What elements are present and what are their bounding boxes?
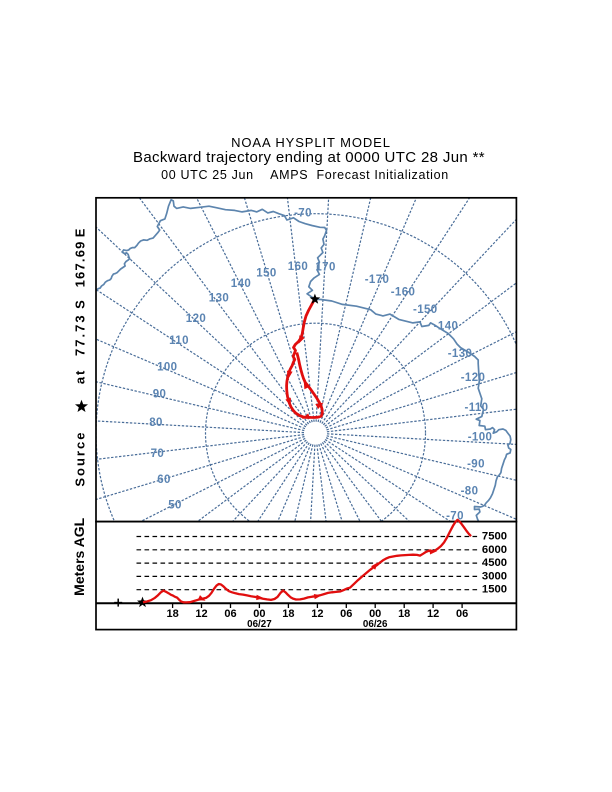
svg-text:80: 80 <box>149 417 163 429</box>
svg-text:1500: 1500 <box>482 584 507 596</box>
svg-text:06: 06 <box>224 608 236 620</box>
svg-text:90: 90 <box>153 389 167 401</box>
svg-text:-160: -160 <box>391 287 416 299</box>
svg-text:NOAA HYSPLIT MODEL: NOAA HYSPLIT MODEL <box>231 135 391 150</box>
svg-text:18: 18 <box>398 608 410 620</box>
svg-text:140: 140 <box>231 278 251 290</box>
svg-text:160: 160 <box>288 261 308 273</box>
svg-text:-110: -110 <box>465 402 489 414</box>
svg-text:00: 00 <box>253 608 265 620</box>
svg-text:S: S <box>73 300 88 309</box>
svg-text:Backward trajectory ending at: Backward trajectory ending at 0000 UTC 2… <box>133 149 485 166</box>
svg-text:-170: -170 <box>365 274 390 286</box>
svg-text:-70: -70 <box>294 208 312 220</box>
svg-text:06/26: 06/26 <box>363 619 388 630</box>
svg-text:12: 12 <box>195 608 207 620</box>
svg-text:150: 150 <box>256 268 276 280</box>
svg-text:18: 18 <box>282 608 294 620</box>
svg-text:130: 130 <box>209 293 229 305</box>
svg-text:12: 12 <box>427 608 439 620</box>
svg-text:50: 50 <box>168 499 182 511</box>
svg-text:120: 120 <box>186 313 206 325</box>
svg-text:Meters AGL: Meters AGL <box>71 517 87 596</box>
svg-text:-140: -140 <box>434 321 459 333</box>
svg-text:100: 100 <box>157 362 177 374</box>
svg-text:3000: 3000 <box>482 570 507 582</box>
svg-text:70: 70 <box>151 448 165 460</box>
svg-text:E: E <box>73 228 88 237</box>
svg-text:77.73: 77.73 <box>73 313 88 356</box>
svg-text:-130: -130 <box>448 348 473 360</box>
svg-text:06: 06 <box>456 608 468 620</box>
svg-text:4500: 4500 <box>482 557 507 569</box>
svg-text:06/27: 06/27 <box>247 619 272 630</box>
svg-text:-100: -100 <box>468 432 493 444</box>
svg-text:-90: -90 <box>467 459 485 471</box>
svg-text:at: at <box>73 369 88 385</box>
svg-text:-80: -80 <box>461 486 479 498</box>
svg-text:110: 110 <box>169 335 189 347</box>
svg-text:-120: -120 <box>461 372 486 384</box>
svg-text:-150: -150 <box>413 304 438 316</box>
svg-text:7500: 7500 <box>482 531 507 543</box>
svg-text:Source: Source <box>73 431 88 487</box>
svg-text:00 UTC 25 Jun AMPS Forecas: 00 UTC 25 Jun AMPS Forecast Initializati… <box>161 168 449 182</box>
svg-text:6000: 6000 <box>482 544 507 556</box>
svg-text:170: 170 <box>315 262 335 274</box>
svg-text:12: 12 <box>311 608 323 620</box>
svg-text:-70: -70 <box>446 511 464 523</box>
svg-text:00: 00 <box>369 608 381 620</box>
svg-text:06: 06 <box>340 608 352 620</box>
svg-text:60: 60 <box>157 474 171 486</box>
svg-text:18: 18 <box>166 608 178 620</box>
svg-text:167.69: 167.69 <box>73 240 88 287</box>
